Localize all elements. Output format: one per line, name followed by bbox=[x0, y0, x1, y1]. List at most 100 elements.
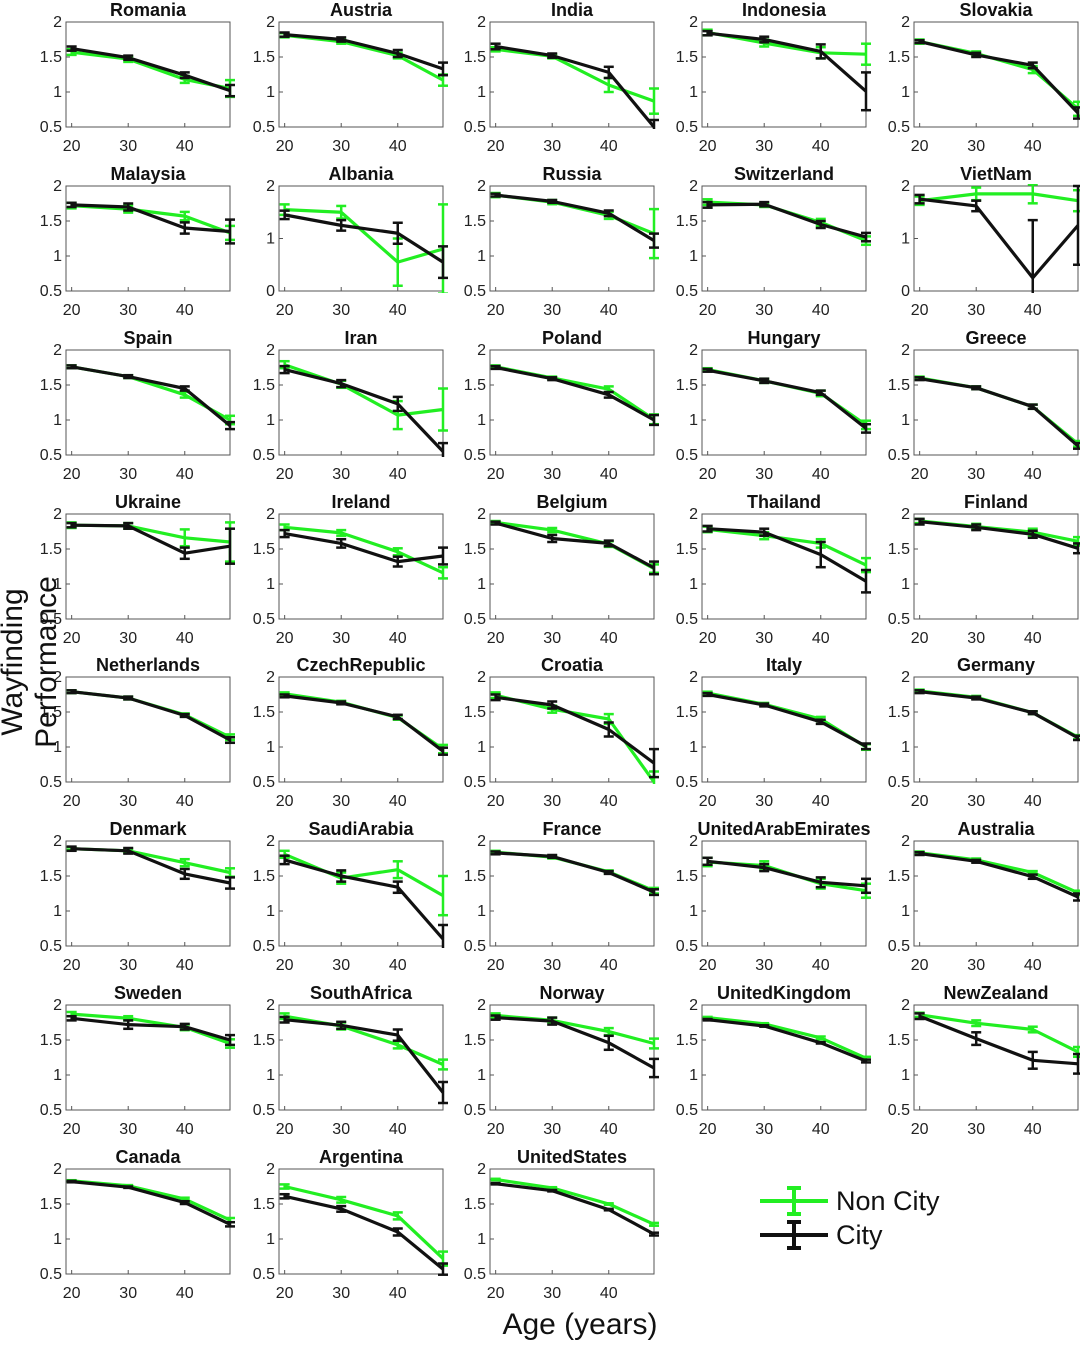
panel-title: Argentina bbox=[319, 1147, 404, 1167]
x-tick-label: 30 bbox=[543, 793, 561, 810]
y-tick-label: 1.5 bbox=[888, 377, 910, 394]
series-line-city bbox=[919, 1014, 1079, 1066]
y-tick-label: 0.5 bbox=[888, 611, 910, 628]
y-tick-label: 1 bbox=[901, 412, 910, 429]
y-tick-label: 1.5 bbox=[253, 868, 275, 885]
x-tick-label: 30 bbox=[967, 957, 985, 974]
y-tick-label: 1 bbox=[477, 739, 486, 756]
panel-greece: Greece 20 30 40 0.5 1 1.5 2 bbox=[888, 328, 1080, 483]
panel-canada: Canada 20 30 40 0.5 1 1.5 2 bbox=[40, 1147, 235, 1302]
panel-title: Spain bbox=[123, 328, 172, 348]
y-tick-label: 2 bbox=[53, 833, 62, 850]
panel-title: Hungary bbox=[747, 328, 820, 348]
y-tick-label: 1 bbox=[266, 1067, 275, 1084]
y-tick-label: 2 bbox=[53, 1161, 62, 1178]
y-tick-label: 0.5 bbox=[40, 1102, 62, 1119]
x-tick-label: 20 bbox=[911, 302, 929, 319]
y-tick-label: 1.5 bbox=[40, 1196, 62, 1213]
x-tick-label: 40 bbox=[389, 793, 407, 810]
series-line-noncity bbox=[495, 47, 655, 103]
y-tick-label: 1 bbox=[477, 1067, 486, 1084]
x-tick-label: 30 bbox=[543, 302, 561, 319]
panel-title: India bbox=[551, 0, 594, 20]
y-tick-label: 1 bbox=[689, 576, 698, 593]
panel-data bbox=[914, 1011, 1080, 1075]
x-tick-label: 30 bbox=[755, 957, 773, 974]
series-line-noncity bbox=[495, 693, 656, 783]
panel-title: SouthAfrica bbox=[310, 983, 413, 1003]
x-tick-label: 30 bbox=[543, 630, 561, 647]
series-line-city bbox=[284, 33, 444, 71]
y-tick-label: 1.5 bbox=[676, 1032, 698, 1049]
x-tick-label: 30 bbox=[755, 466, 773, 483]
series-line-city bbox=[707, 1018, 867, 1063]
y-tick-label: 1 bbox=[901, 84, 910, 101]
x-tick-label: 20 bbox=[487, 957, 505, 974]
panel-axes-box bbox=[278, 676, 444, 783]
y-tick-label: 2 bbox=[477, 342, 486, 359]
legend-swatch-city bbox=[760, 1220, 828, 1250]
series-line-city bbox=[495, 193, 655, 242]
panel-unitedkingdom: UnitedKingdom 20 30 40 0.5 1 1.5 2 bbox=[676, 983, 871, 1138]
series-line-city bbox=[495, 365, 655, 422]
panel-poland: Poland 20 30 40 0.5 1 1.5 2 bbox=[464, 328, 659, 483]
y-tick-label: 1.5 bbox=[464, 377, 486, 394]
x-tick-label: 20 bbox=[487, 138, 505, 155]
y-tick-label: 0.5 bbox=[888, 447, 910, 464]
panel-albania: Albania 20 30 40 0 1 2 bbox=[266, 164, 448, 319]
y-tick-label: 1.5 bbox=[464, 49, 486, 66]
x-tick-label: 40 bbox=[389, 957, 407, 974]
panel-data bbox=[914, 517, 1080, 555]
y-tick-label: 2 bbox=[266, 997, 275, 1014]
y-tick-label: 1.5 bbox=[888, 541, 910, 558]
x-tick-label: 20 bbox=[276, 1121, 294, 1138]
panel-title: Belgium bbox=[536, 492, 607, 512]
y-tick-label: 1.5 bbox=[676, 541, 698, 558]
y-tick-label: 2 bbox=[689, 833, 698, 850]
x-tick-label: 30 bbox=[543, 957, 561, 974]
panel-title: Russia bbox=[542, 164, 602, 184]
series-line-noncity bbox=[495, 850, 655, 893]
y-tick-label: 0.5 bbox=[253, 1266, 275, 1283]
x-tick-label: 20 bbox=[63, 1121, 81, 1138]
y-tick-label: 1 bbox=[901, 903, 910, 920]
panel-axes-box bbox=[65, 185, 231, 292]
x-tick-label: 20 bbox=[276, 793, 294, 810]
y-tick-label: 1 bbox=[477, 576, 486, 593]
x-tick-label: 20 bbox=[276, 466, 294, 483]
x-tick-label: 30 bbox=[332, 793, 350, 810]
y-tick-label: 1 bbox=[53, 1067, 62, 1084]
y-tick-label: 1.5 bbox=[676, 868, 698, 885]
panel-norway: Norway 20 30 40 0.5 1 1.5 2 bbox=[464, 983, 659, 1138]
x-tick-label: 30 bbox=[755, 630, 773, 647]
x-tick-label: 40 bbox=[1024, 302, 1042, 319]
legend-label-city: City bbox=[836, 1220, 883, 1250]
panel-title: Norway bbox=[539, 983, 604, 1003]
series-line-city bbox=[71, 365, 232, 427]
series-line-city bbox=[495, 695, 655, 765]
y-tick-label: 0.5 bbox=[888, 774, 910, 791]
y-tick-label: 1.5 bbox=[464, 541, 486, 558]
x-tick-label: 30 bbox=[332, 302, 350, 319]
panel-saudiarabia: SaudiArabia 20 30 40 0.5 1 1.5 2 bbox=[253, 819, 448, 974]
x-tick-label: 20 bbox=[63, 138, 81, 155]
series-line-city bbox=[919, 197, 1080, 280]
panel-data bbox=[702, 856, 871, 899]
series-line-city bbox=[284, 532, 444, 564]
panel-title: VietNam bbox=[960, 164, 1032, 184]
panel-hungary: Hungary 20 30 40 0.5 1 1.5 2 bbox=[676, 328, 871, 483]
series-line-city bbox=[284, 1194, 445, 1271]
panel-data bbox=[490, 1012, 659, 1079]
series-line-noncity bbox=[707, 527, 867, 567]
panel-data bbox=[66, 201, 235, 245]
y-tick-label: 1 bbox=[689, 84, 698, 101]
y-tick-label: 2 bbox=[689, 997, 698, 1014]
y-tick-label: 1.5 bbox=[676, 377, 698, 394]
panel-axes-box bbox=[913, 1004, 1079, 1111]
x-tick-label: 30 bbox=[119, 138, 137, 155]
series-line-noncity bbox=[284, 33, 444, 82]
x-tick-label: 40 bbox=[1024, 957, 1042, 974]
panel-axes-box bbox=[278, 1168, 444, 1275]
y-tick-label: 0.5 bbox=[888, 938, 910, 955]
